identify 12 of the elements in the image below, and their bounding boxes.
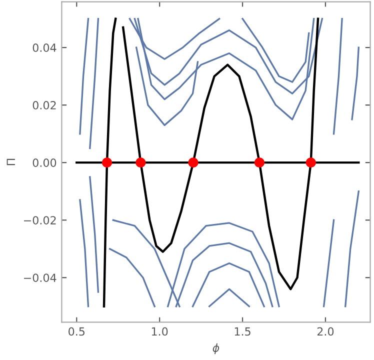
y-tick-label: 0.00 — [32, 158, 56, 167]
y-tick-label: 0.04 — [32, 44, 56, 52]
line-series — [108, 248, 156, 308]
x-axis-title: ϕ — [212, 343, 220, 354]
x-tick-label: 0.5 — [68, 327, 85, 336]
x-tick-label: 2.0 — [317, 327, 334, 336]
x-tick-label: 1.5 — [234, 327, 250, 336]
y-tick-label: −0.02 — [24, 216, 56, 224]
x-tick-label: 1.0 — [152, 327, 168, 336]
y-tick-label: −0.04 — [24, 274, 56, 282]
y-tick-label: 0.02 — [32, 101, 56, 110]
y-axis-title: Π — [6, 158, 15, 166]
